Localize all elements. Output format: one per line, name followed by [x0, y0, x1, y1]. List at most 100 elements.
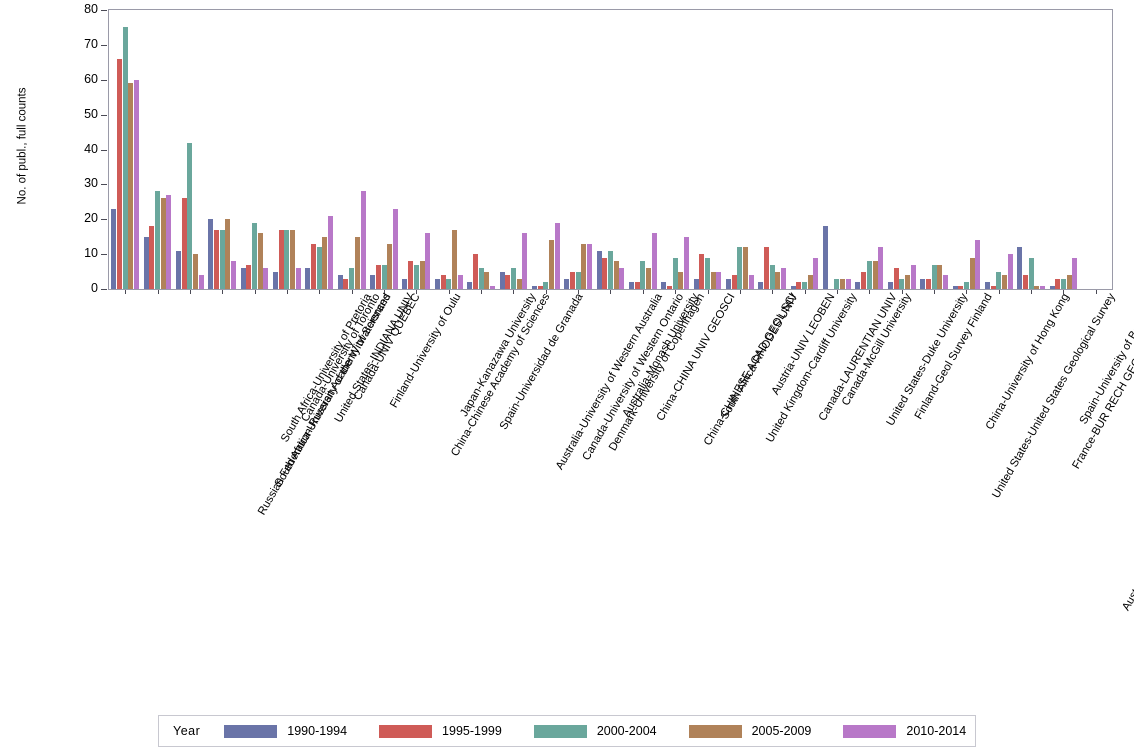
y-tick: 60 [0, 72, 108, 86]
bar [840, 278, 846, 289]
x-tick-mark [643, 290, 644, 294]
bar [387, 243, 393, 289]
bar [564, 278, 570, 289]
bar [672, 257, 678, 289]
x-tick-mark [158, 290, 159, 294]
x-tick-mark [255, 290, 256, 294]
bar [392, 208, 398, 289]
bar [219, 229, 225, 289]
bar [381, 264, 387, 289]
bar [963, 282, 969, 289]
y-tick: 10 [0, 246, 108, 260]
x-tick-mark [1096, 290, 1097, 294]
y-tick: 0 [0, 281, 108, 295]
legend-swatch [843, 724, 897, 738]
bar [731, 275, 737, 289]
bar [996, 271, 1002, 289]
bar [920, 278, 926, 289]
bar [252, 222, 258, 289]
bar [990, 285, 996, 289]
legend-item[interactable]: 2005-2009 [688, 724, 811, 738]
bar [813, 257, 819, 289]
bar [531, 285, 537, 289]
bar [878, 247, 884, 289]
y-tick-mark [101, 219, 107, 221]
bar [969, 257, 975, 289]
bar-group [141, 10, 173, 289]
legend-item[interactable]: 2000-2004 [533, 724, 657, 738]
y-tick-mark [101, 184, 107, 186]
bar [634, 282, 640, 289]
bar [322, 236, 328, 289]
bar [569, 271, 575, 289]
bar [1055, 278, 1061, 289]
bar [360, 191, 366, 289]
legend-label: 2000-2004 [596, 724, 657, 738]
bar-group [756, 10, 788, 289]
bar [716, 271, 722, 289]
bar [478, 268, 484, 289]
bar [758, 282, 764, 289]
legend-swatch [533, 724, 587, 738]
bar [425, 233, 431, 289]
bar [305, 268, 311, 289]
bar [1060, 278, 1066, 289]
x-tick-mark [513, 290, 514, 294]
bar [128, 83, 134, 289]
bar-series-container [109, 10, 1112, 289]
bar [764, 247, 770, 289]
x-axis-ticks [109, 290, 1112, 295]
bar [802, 282, 808, 289]
y-tick-label: 60 [84, 71, 98, 86]
x-tick-mark [222, 290, 223, 294]
legend-item[interactable]: 1995-1999 [379, 724, 502, 738]
bar [134, 79, 140, 289]
x-tick-mark [190, 290, 191, 294]
bar [451, 229, 457, 289]
bar [467, 282, 473, 289]
bar [710, 271, 716, 289]
legend-item[interactable]: 2010-2014 [843, 724, 966, 738]
bar [111, 208, 117, 289]
x-tick-mark [1031, 290, 1032, 294]
bar [845, 278, 851, 289]
bar [295, 268, 301, 289]
y-tick: 40 [0, 142, 108, 156]
bar-group [821, 10, 853, 289]
bar [737, 247, 743, 289]
bar [1034, 285, 1040, 289]
x-tick-label: South Africa-University of the Witwaters… [272, 291, 394, 489]
bar-group [691, 10, 723, 289]
bar [910, 264, 916, 289]
bar [311, 243, 317, 289]
bar [925, 278, 931, 289]
bar [166, 194, 172, 289]
bar [246, 264, 252, 289]
bar [1022, 275, 1028, 289]
x-tick-mark [934, 290, 935, 294]
y-tick: 70 [0, 37, 108, 51]
legend-item[interactable]: 1990-1994 [224, 724, 347, 738]
bar-group [400, 10, 432, 289]
bar [510, 268, 516, 289]
bar [769, 264, 775, 289]
bar [899, 278, 905, 289]
bar [408, 261, 414, 289]
bar-group [497, 10, 529, 289]
bar-group [174, 10, 206, 289]
legend-swatch [688, 724, 742, 738]
y-tick-label: 10 [84, 246, 98, 261]
bar-group [368, 10, 400, 289]
x-tick-mark [352, 290, 353, 294]
bar [402, 278, 408, 289]
bar [931, 264, 937, 289]
bar [543, 282, 549, 289]
bar [705, 257, 711, 289]
bar [775, 271, 781, 289]
bar [581, 243, 587, 289]
bar [661, 282, 667, 289]
x-tick-mark [416, 290, 417, 294]
bar-group [271, 10, 303, 289]
x-tick-mark [610, 290, 611, 294]
